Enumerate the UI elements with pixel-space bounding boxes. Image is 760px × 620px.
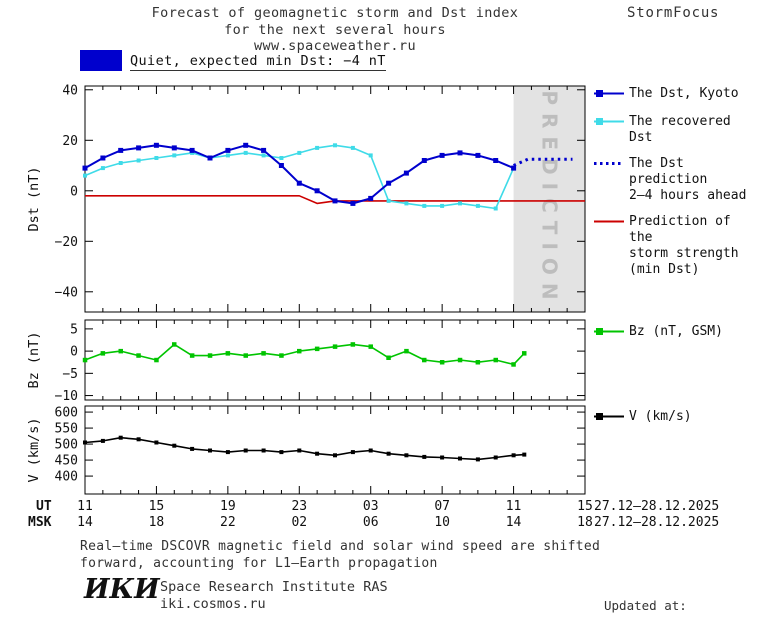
legend-label: The Dst, Kyoto [629, 86, 739, 101]
svg-text:27.12–28.12.2025: 27.12–28.12.2025 [594, 515, 719, 530]
legend-label: Bz (nT, GSM) [629, 324, 723, 339]
title-line-1: Forecast of geomagnetic storm and Dst in… [151, 5, 519, 21]
svg-text:550: 550 [55, 422, 78, 437]
svg-text:400: 400 [55, 470, 78, 485]
svg-text:450: 450 [55, 454, 78, 469]
dst-kyoto-line-icon [594, 86, 624, 104]
svg-text:11: 11 [506, 499, 522, 514]
svg-text:MSK: MSK [28, 515, 52, 530]
status-color-swatch [80, 50, 122, 71]
legend-recovered-dst: The recovered Dst [594, 114, 760, 146]
status-label: Quiet, expected min Dst: −4 nT [130, 53, 386, 71]
svg-text:40: 40 [62, 83, 78, 98]
svg-text:22: 22 [220, 515, 236, 530]
bz-legend: Bz (nT, GSM) [594, 324, 760, 352]
v-legend: V (km/s) [594, 409, 760, 437]
svg-text:27.12–28.12.2025: 27.12–28.12.2025 [594, 499, 719, 514]
institute-site: iki.cosmos.ru [160, 596, 266, 612]
svg-text:19: 19 [220, 499, 236, 514]
recovered-dst-line-icon [594, 114, 624, 146]
legend-label: The recovered Dst [629, 114, 731, 145]
legend-storm-strength: Prediction of the storm strength (min Ds… [594, 214, 760, 278]
svg-text:14: 14 [77, 515, 93, 530]
institute-name: Space Research Institute RAS [160, 579, 388, 595]
legend-dst-prediction: The Dst prediction 2–4 hours ahead [594, 156, 760, 204]
svg-text:−5: −5 [62, 367, 78, 382]
svg-text:PREDICTION: PREDICTION [537, 90, 561, 307]
svg-text:0: 0 [70, 184, 78, 199]
svg-text:15: 15 [149, 499, 165, 514]
v-line-icon [594, 409, 624, 427]
svg-text:06: 06 [363, 515, 379, 530]
status-row: Quiet, expected min Dst: −4 nT [80, 50, 386, 71]
svg-text:V (km/s): V (km/s) [26, 417, 42, 482]
svg-text:02: 02 [291, 515, 307, 530]
svg-text:600: 600 [55, 406, 78, 421]
page-title: Forecast of geomagnetic storm and Dst in… [85, 5, 585, 55]
legend-label: The Dst prediction [629, 156, 708, 187]
svg-text:UT: UT [36, 499, 52, 514]
footnote-line-2: forward, accounting for L1–Earth propaga… [80, 556, 438, 571]
svg-text:18: 18 [577, 515, 593, 530]
svg-text:23: 23 [291, 499, 307, 514]
svg-text:Bz (nT): Bz (nT) [26, 332, 42, 389]
svg-text:−40: −40 [55, 285, 78, 300]
svg-text:18: 18 [149, 515, 165, 530]
svg-text:−10: −10 [55, 389, 78, 404]
svg-text:Dst (nT): Dst (nT) [26, 166, 42, 231]
legend-label: V (km/s) [629, 409, 692, 424]
legend-v: V (km/s) [594, 409, 760, 427]
legend-label: Prediction of the [629, 214, 731, 245]
svg-text:5: 5 [70, 322, 78, 337]
dst-legend: The Dst, Kyoto The recovered Dst The Dst… [594, 86, 760, 288]
svg-text:20: 20 [62, 134, 78, 149]
legend-label: (min Dst) [629, 262, 700, 277]
bz-line-icon [594, 324, 624, 342]
svg-text:15: 15 [577, 499, 593, 514]
legend-label: storm strength [629, 246, 739, 261]
footnote-line-1: Real–time DSCOVR magnetic field and sola… [80, 539, 601, 554]
legend-dst-kyoto: The Dst, Kyoto [594, 86, 760, 104]
dst-prediction-dotted-line-icon [594, 156, 624, 204]
svg-text:14: 14 [506, 515, 522, 530]
svg-text:07: 07 [434, 499, 450, 514]
svg-text:500: 500 [55, 438, 78, 453]
site-url: www.spaceweather.ru [253, 38, 417, 54]
footnote: Real–time DSCOVR magnetic field and sola… [80, 538, 600, 572]
legend-label: 2–4 hours ahead [629, 188, 747, 203]
updated-block: Updated at: UT 11:05, 28.12.2025 MSK 14:… [604, 566, 760, 620]
svg-text:10: 10 [434, 515, 450, 530]
updated-label: Updated at: [604, 598, 687, 613]
iki-logo: ИКИ [84, 574, 160, 605]
title-line-2: for the next several hours [224, 21, 446, 38]
svg-text:03: 03 [363, 499, 379, 514]
svg-text:11: 11 [77, 499, 93, 514]
svg-text:0: 0 [70, 345, 78, 360]
storm-strength-line-icon [594, 214, 624, 278]
brand-stormfocus: StormFocus [627, 5, 720, 21]
legend-bz: Bz (nT, GSM) [594, 324, 760, 342]
svg-text:−20: −20 [55, 235, 78, 250]
